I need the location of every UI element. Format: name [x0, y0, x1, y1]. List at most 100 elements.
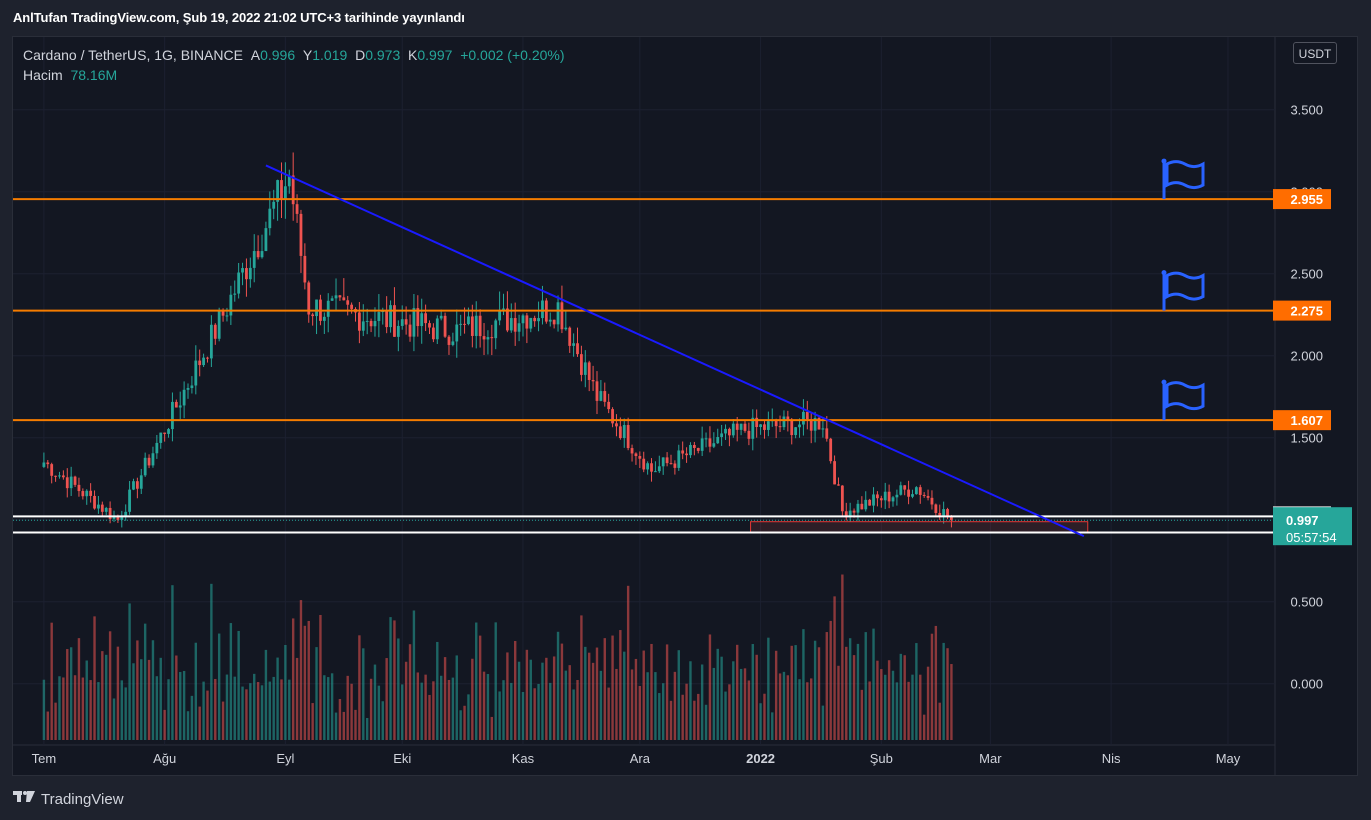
- y-tick-label: 0.500: [1290, 595, 1323, 610]
- candle-body: [322, 316, 326, 321]
- flag-pole-top: [1161, 379, 1167, 385]
- candle-body: [739, 423, 743, 430]
- volume-bar: [362, 648, 365, 740]
- x-tick-label: Tem: [32, 751, 57, 766]
- volume-bar: [323, 675, 326, 740]
- volume-bar: [401, 684, 404, 740]
- candle-body: [350, 304, 353, 309]
- volume-bar: [389, 617, 392, 740]
- volume-bar: [315, 647, 318, 740]
- candle-body: [486, 337, 490, 340]
- close-value: 0.997: [417, 47, 453, 63]
- chart-panel[interactable]: [12, 36, 1358, 776]
- currency-button[interactable]: USDT: [1293, 42, 1337, 64]
- volume-bar: [739, 668, 743, 740]
- candle-body: [171, 401, 174, 430]
- volume-bar: [587, 652, 591, 740]
- candle-body: [221, 310, 225, 316]
- candle-body: [108, 507, 112, 519]
- volume-bar: [852, 655, 856, 740]
- volume-bar: [412, 610, 416, 740]
- candle-body: [280, 180, 283, 200]
- countdown-label: 05:57:54: [1286, 530, 1337, 545]
- volume-bar: [377, 685, 381, 740]
- volume-bar: [190, 695, 194, 740]
- candle-body: [689, 444, 692, 456]
- candle-body: [241, 268, 244, 273]
- volume-bar: [151, 640, 155, 740]
- volume-bar: [880, 669, 883, 740]
- volume-bar: [143, 623, 147, 740]
- volume-bar: [428, 694, 431, 740]
- volume-bar: [97, 682, 100, 740]
- candle-body: [346, 300, 350, 305]
- volume-bar: [256, 681, 260, 740]
- x-tick-label: Nis: [1102, 751, 1121, 766]
- volume-bar: [833, 596, 836, 740]
- volume-bar: [560, 643, 564, 740]
- candle-body: [334, 295, 338, 299]
- candle-body: [790, 419, 794, 436]
- volume-bar: [369, 678, 373, 740]
- volume-bar: [771, 712, 774, 740]
- candle-body: [517, 323, 521, 332]
- symbol-name[interactable]: Cardano / TetherUS, 1G, BINANCE: [23, 47, 243, 63]
- volume-bar: [634, 658, 638, 740]
- volume-bar: [677, 650, 680, 740]
- candle-body: [611, 409, 614, 424]
- candle-body: [330, 298, 334, 301]
- volume-bar: [346, 675, 349, 740]
- volume-bar: [478, 635, 482, 740]
- candle-body: [385, 311, 389, 328]
- candle-body: [408, 324, 412, 337]
- volume-bar: [619, 630, 622, 740]
- volume-bar: [284, 644, 287, 740]
- volume-bar: [860, 689, 864, 740]
- candle-body: [728, 428, 731, 436]
- candle-body: [338, 295, 342, 298]
- candle-body: [295, 204, 299, 214]
- candle-body: [677, 450, 681, 468]
- volume-bar: [506, 652, 509, 740]
- volume-bar: [732, 661, 735, 740]
- candle-body: [264, 228, 268, 252]
- candle-body: [420, 313, 424, 327]
- volume-bar: [237, 630, 240, 740]
- flag-icon: [1161, 270, 1205, 311]
- volume-bar: [724, 691, 727, 740]
- candle-body: [135, 481, 139, 489]
- volume-bar: [895, 682, 899, 740]
- candle-body: [455, 324, 459, 342]
- candle-body: [400, 319, 404, 326]
- tradingview-logo[interactable]: TradingView: [13, 790, 124, 808]
- volume-bar: [580, 615, 583, 740]
- volume-bar: [334, 712, 338, 740]
- volume-bar: [786, 675, 790, 740]
- volume-bar: [736, 644, 739, 740]
- volume-bar: [638, 685, 642, 740]
- candle-body: [911, 494, 914, 497]
- volume-bar: [903, 655, 906, 740]
- volume-bar: [319, 614, 322, 740]
- volume-bar: [354, 709, 357, 740]
- volume-bar: [393, 620, 396, 740]
- volume-bar: [311, 703, 314, 740]
- candle-body: [903, 485, 907, 490]
- volume-bar: [221, 701, 225, 740]
- support-zone: [750, 521, 1089, 533]
- candle-body: [669, 463, 673, 465]
- candle-body: [876, 494, 879, 499]
- volume-bar: [545, 657, 548, 740]
- candle-body: [494, 320, 498, 339]
- candle-body: [704, 438, 708, 440]
- candle-body: [525, 315, 529, 329]
- candle-body: [681, 450, 685, 454]
- volume-bar: [69, 647, 73, 740]
- candle-body: [654, 471, 657, 473]
- candle-body: [872, 494, 875, 506]
- volume-bar: [253, 673, 256, 740]
- candle-body: [209, 324, 213, 359]
- volume-bar: [404, 661, 408, 740]
- change-value: +0.002 (+0.20%): [460, 47, 565, 63]
